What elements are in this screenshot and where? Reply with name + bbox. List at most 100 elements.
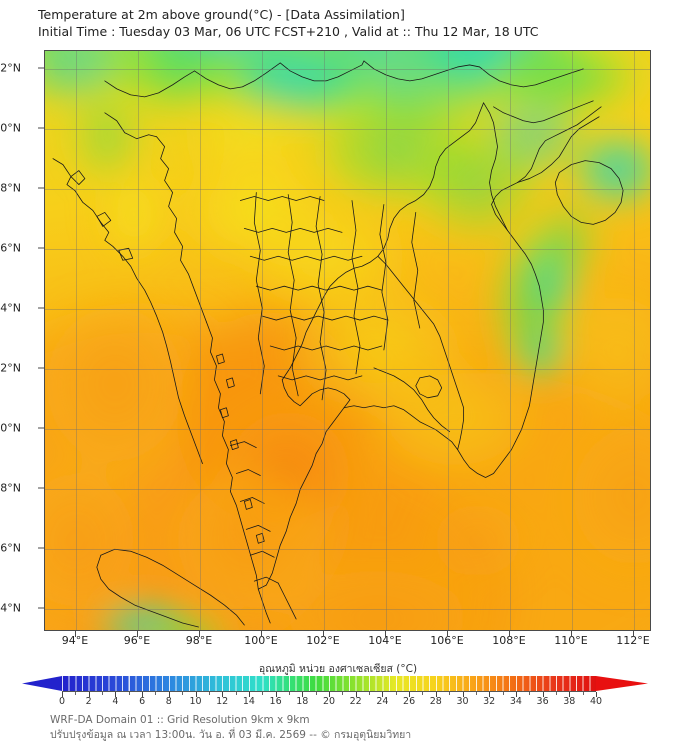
- lon-tick-96: [137, 631, 138, 637]
- gridline-lon-100: [262, 51, 263, 630]
- gridline-lat-16: [45, 249, 650, 250]
- lon-tick-110: [571, 631, 572, 637]
- cb-tick-29: [449, 692, 451, 695]
- gridline-lat-20: [45, 129, 650, 130]
- cb-tick-30: [462, 692, 464, 697]
- gridline-lat-18: [45, 189, 650, 190]
- gridline-lon-106: [448, 51, 449, 630]
- cb-tick-39: [582, 692, 584, 695]
- colorbar-band-separators: [62, 676, 596, 691]
- cb-tick-19: [315, 692, 317, 695]
- cb-tick-2: [88, 692, 90, 697]
- cb-tick-36: [542, 692, 544, 697]
- gridline-lon-108: [510, 51, 511, 630]
- lon-tick-108: [509, 631, 510, 637]
- lat-label-10: 10°N: [0, 421, 21, 435]
- colorbar-low-cap-icon: [22, 676, 62, 691]
- cb-tick-10: [195, 692, 197, 697]
- lon-tick-104: [385, 631, 386, 637]
- lat-tick-16: [38, 247, 44, 249]
- cb-label-6: 6: [139, 696, 146, 707]
- lon-tick-94: [75, 631, 76, 637]
- title-line-validtime: Initial Time : Tuesday 03 Mar, 06 UTC FC…: [38, 24, 539, 39]
- cb-label-14: 14: [242, 696, 255, 707]
- gridline-lon-94: [76, 51, 77, 630]
- cb-tick-25: [395, 692, 397, 695]
- cb-label-28: 28: [429, 696, 442, 707]
- lat-tick-20: [38, 127, 44, 129]
- gridline-lat-4: [45, 609, 650, 610]
- cb-label-10: 10: [189, 696, 202, 707]
- cb-tick-20: [329, 692, 330, 697]
- cb-tick-14: [248, 692, 250, 697]
- temperature-raster: [45, 51, 650, 630]
- footer-domain-info: WRF-DA Domain 01 :: Grid Resolution 9km …: [50, 714, 310, 726]
- cb-tick-16: [275, 692, 277, 697]
- cb-label-40: 40: [589, 696, 603, 707]
- cb-tick-27: [422, 692, 424, 695]
- gridline-lat-22: [45, 69, 650, 70]
- cb-tick-33: [502, 692, 504, 695]
- cb-tick-40: [596, 692, 597, 697]
- cb-label-18: 18: [296, 696, 309, 707]
- gridline-lon-98: [200, 51, 201, 630]
- cb-label-38: 38: [563, 696, 576, 707]
- lat-tick-12: [38, 367, 44, 369]
- lat-label-22: 22°N: [0, 61, 21, 75]
- cb-tick-17: [288, 692, 290, 695]
- lat-label-20: 20°N: [0, 121, 21, 135]
- colorbar-axis-line: [62, 691, 596, 692]
- cb-label-22: 22: [349, 696, 362, 707]
- lat-tick-6: [38, 547, 44, 549]
- page-title: Temperature at 2m above ground(°C) - [Da…: [38, 6, 638, 40]
- lat-label-18: 18°N: [0, 181, 21, 195]
- gridline-lat-14: [45, 309, 650, 310]
- lat-label-14: 14°N: [0, 301, 21, 315]
- lon-label-98: 98°E: [185, 634, 213, 647]
- lon-tick-102: [323, 631, 324, 637]
- cb-tick-13: [235, 692, 237, 695]
- cb-label-26: 26: [403, 696, 416, 707]
- lon-tick-100: [261, 631, 262, 637]
- cb-tick-32: [489, 692, 491, 697]
- lat-tick-18: [38, 187, 44, 189]
- cb-label-32: 32: [483, 696, 496, 707]
- cb-label-16: 16: [269, 696, 282, 707]
- cb-tick-35: [529, 692, 531, 695]
- cb-tick-18: [302, 692, 304, 697]
- lon-label-94: 94°E: [61, 634, 89, 647]
- cb-tick-1: [75, 692, 77, 695]
- cb-tick-37: [555, 692, 557, 695]
- cb-tick-26: [409, 692, 411, 697]
- lon-label-112: 112°E: [616, 634, 650, 647]
- colorbar-gradient[interactable]: [62, 676, 596, 691]
- cb-tick-8: [168, 692, 170, 697]
- lat-label-4: 4°N: [0, 601, 21, 615]
- coastline-boundaries: [52, 60, 624, 628]
- cb-label-20: 20: [322, 696, 336, 707]
- cb-label-8: 8: [165, 696, 172, 707]
- cb-label-2: 2: [85, 696, 92, 707]
- cb-label-34: 34: [509, 696, 522, 707]
- temperature-field: [45, 51, 650, 630]
- cb-tick-9: [182, 692, 184, 695]
- gridline-lon-96: [138, 51, 139, 630]
- lat-tick-8: [38, 487, 44, 489]
- cb-tick-22: [355, 692, 357, 697]
- lat-label-6: 6°N: [0, 541, 21, 555]
- lon-tick-112: [633, 631, 634, 637]
- gridline-lat-12: [45, 369, 650, 370]
- lat-label-12: 12°N: [0, 361, 21, 375]
- gridline-lat-10: [45, 429, 650, 430]
- cb-tick-3: [102, 692, 104, 695]
- colorbar: อุณหภูมิ หน่วย องศาเซลเซียส (°C) 0 2 4 6: [0, 660, 676, 710]
- cb-tick-7: [155, 692, 157, 695]
- cb-tick-28: [435, 692, 437, 697]
- map-plot-area[interactable]: [44, 50, 651, 631]
- gridline-lat-8: [45, 489, 650, 490]
- cb-tick-5: [128, 692, 130, 695]
- gridline-lat-6: [45, 549, 650, 550]
- lon-tick-98: [199, 631, 200, 637]
- cb-tick-4: [115, 692, 117, 697]
- lon-label-102: 102°E: [306, 634, 340, 647]
